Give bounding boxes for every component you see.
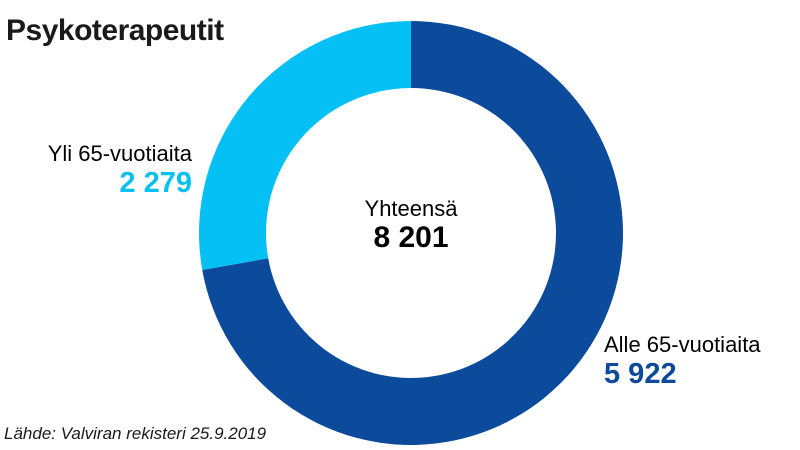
legend-under-65: Alle 65-vuotiaita 5 922	[604, 332, 761, 390]
donut-slice-over-65	[199, 21, 411, 270]
chart-title: Psykoterapeutit	[6, 14, 224, 47]
label-over-65: Yli 65-vuotiaita	[47, 141, 192, 166]
donut-center: Yhteensä 8 201	[310, 196, 512, 254]
legend-over-65: Yli 65-vuotiaita 2 279	[48, 141, 192, 199]
source-note: Lähde: Valviran rekisteri 25.9.2019	[4, 424, 267, 443]
total-value: 8 201	[373, 221, 449, 254]
donut-slice-under-65	[202, 21, 624, 446]
value-over-65: 2 279	[119, 167, 192, 199]
total-label: Yhteensä	[364, 196, 458, 221]
label-under-65: Alle 65-vuotiaita	[604, 332, 761, 357]
value-under-65: 5 922	[604, 358, 677, 390]
